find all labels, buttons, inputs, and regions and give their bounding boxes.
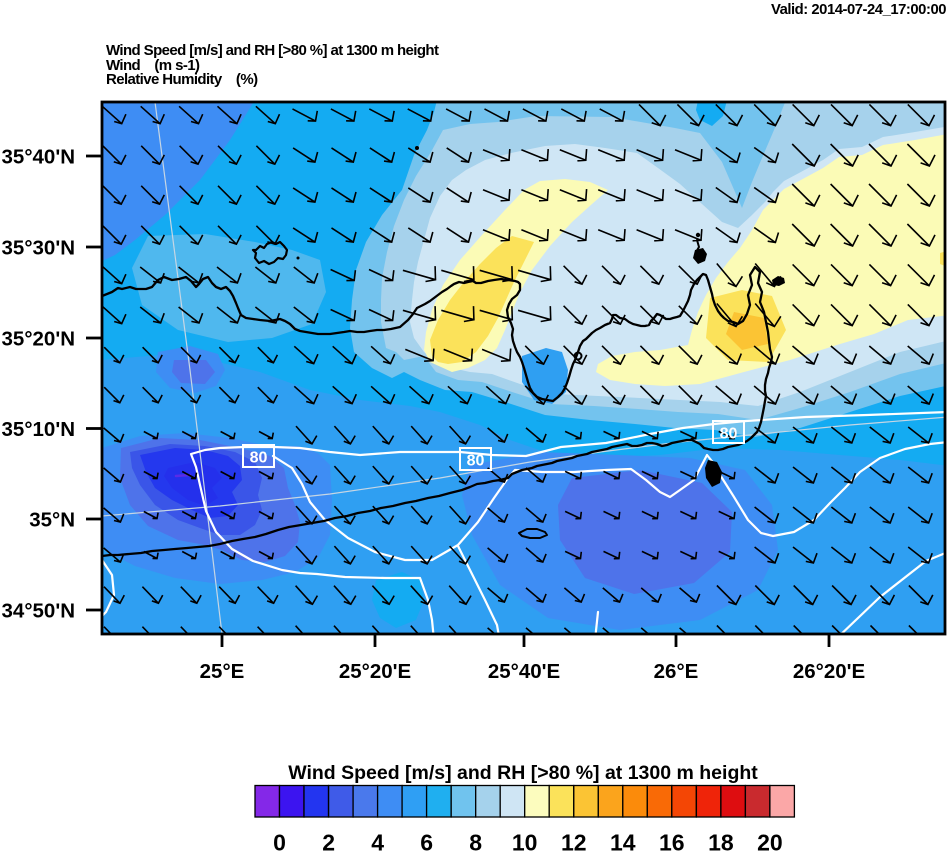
- svg-text:34°50'N: 34°50'N: [2, 600, 75, 623]
- svg-text:35°10'N: 35°10'N: [2, 418, 75, 441]
- svg-text:35°20'N: 35°20'N: [2, 328, 75, 351]
- svg-text:80: 80: [467, 453, 485, 470]
- svg-text:20: 20: [757, 830, 783, 854]
- svg-text:14: 14: [610, 830, 636, 854]
- svg-text:26°E: 26°E: [654, 660, 699, 683]
- svg-text:0: 0: [273, 830, 286, 854]
- svg-text:26°20'E: 26°20'E: [793, 660, 865, 683]
- svg-text:4: 4: [371, 830, 384, 854]
- svg-text:Relative Humidity (%): Relative Humidity (%): [106, 71, 258, 88]
- svg-text:18: 18: [708, 830, 734, 854]
- svg-text:80: 80: [250, 450, 268, 467]
- svg-text:25°20'E: 25°20'E: [339, 660, 411, 683]
- svg-text:6: 6: [420, 830, 433, 854]
- svg-text:25°E: 25°E: [200, 660, 245, 683]
- svg-text:8: 8: [469, 830, 482, 854]
- svg-text:12: 12: [561, 830, 587, 854]
- svg-text:Wind (m s-1): Wind (m s-1): [106, 57, 200, 74]
- svg-text:Wind Speed [m/s] and RH [>80 %: Wind Speed [m/s] and RH [>80 %] at 1300 …: [288, 762, 758, 784]
- svg-text:35°N: 35°N: [29, 509, 75, 532]
- svg-text:35°40'N: 35°40'N: [2, 146, 75, 169]
- svg-text:16: 16: [659, 830, 685, 854]
- svg-text:35°30'N: 35°30'N: [2, 237, 75, 260]
- svg-text:10: 10: [512, 830, 538, 854]
- svg-text:Wind Speed [m/s] and RH [>80 %: Wind Speed [m/s] and RH [>80 %] at 1300 …: [106, 42, 439, 59]
- svg-text:25°40'E: 25°40'E: [488, 660, 560, 683]
- svg-text:Valid: 2014-07-24_17:00:00: Valid: 2014-07-24_17:00:00: [771, 2, 946, 18]
- svg-text:2: 2: [322, 830, 335, 854]
- svg-text:80: 80: [720, 426, 738, 443]
